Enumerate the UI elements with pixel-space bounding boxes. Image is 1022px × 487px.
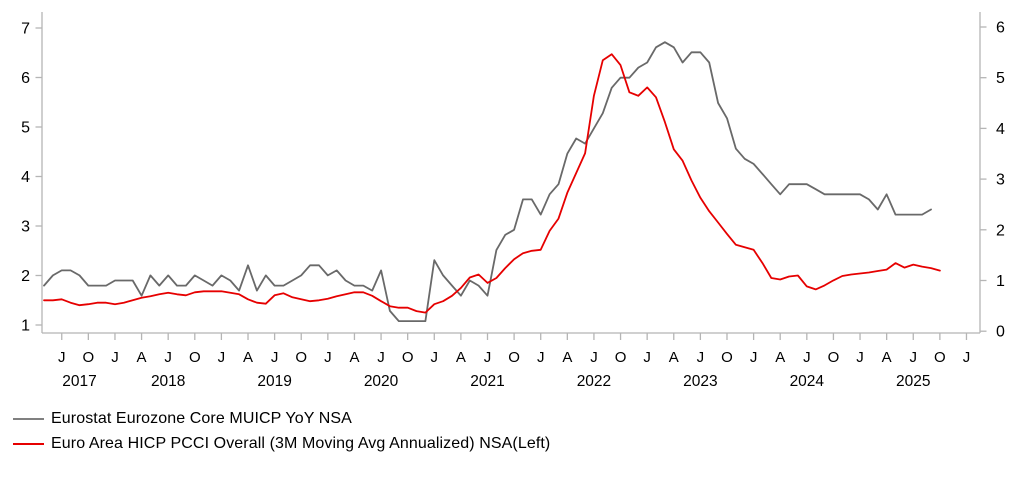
x-axis-year-label: 2018 bbox=[151, 373, 185, 390]
y-axis-left-tick-label: 2 bbox=[21, 268, 30, 285]
x-axis-month-label: J bbox=[643, 349, 651, 366]
x-axis-month-label: O bbox=[295, 349, 307, 366]
x-axis-month-label: J bbox=[377, 349, 385, 366]
x-axis-month-label: J bbox=[856, 349, 864, 366]
y-axis-right-tick-label: 5 bbox=[996, 70, 1005, 87]
legend-item-pcci: Euro Area HICP PCCI Overall (3M Moving A… bbox=[13, 431, 550, 456]
x-axis-year-label: 2025 bbox=[896, 373, 930, 390]
x-axis-month-label: O bbox=[508, 349, 520, 366]
x-axis-month-label: O bbox=[721, 349, 733, 366]
x-axis-year-label: 2021 bbox=[470, 373, 504, 390]
x-axis-month-label: A bbox=[456, 349, 466, 366]
x-axis-month-label: J bbox=[750, 349, 758, 366]
x-axis-month-label: J bbox=[431, 349, 439, 366]
x-axis-month-label: J bbox=[963, 349, 971, 366]
x-axis-month-label: J bbox=[218, 349, 226, 366]
x-axis-month-label: O bbox=[402, 349, 414, 366]
x-axis-month-label: J bbox=[271, 349, 279, 366]
x-axis-month-label: A bbox=[775, 349, 785, 366]
series-line-pcci-red bbox=[43, 53, 941, 314]
y-axis-left-tick-label: 7 bbox=[21, 21, 30, 38]
x-axis-month-label: J bbox=[537, 349, 545, 366]
x-axis-month-label: A bbox=[349, 349, 359, 366]
x-axis-month-label: A bbox=[669, 349, 679, 366]
y-axis-left-tick-label: 1 bbox=[21, 318, 30, 335]
y-axis-right-tick-label: 4 bbox=[996, 121, 1005, 138]
legend: Eurostat Eurozone Core MUICP YoY NSA Eur… bbox=[13, 406, 550, 456]
legend-label: Eurostat Eurozone Core MUICP YoY NSA bbox=[51, 409, 352, 427]
y-axis-right-tick-label: 2 bbox=[996, 222, 1005, 239]
x-axis-month-label: J bbox=[324, 349, 332, 366]
x-axis-month-label: O bbox=[828, 349, 840, 366]
y-axis-right-tick-label: 6 bbox=[996, 20, 1005, 37]
x-axis-month-label: J bbox=[697, 349, 705, 366]
legend-item-core-muicp: Eurostat Eurozone Core MUICP YoY NSA bbox=[13, 406, 550, 431]
legend-label: Euro Area HICP PCCI Overall (3M Moving A… bbox=[51, 434, 551, 452]
x-axis-month-label: J bbox=[910, 349, 918, 366]
y-axis-right-tick-label: 0 bbox=[996, 324, 1005, 341]
x-axis-year-label: 2023 bbox=[683, 373, 717, 390]
x-axis-month-label: O bbox=[83, 349, 95, 366]
x-axis-month-label: J bbox=[164, 349, 172, 366]
y-axis-left-tick-label: 6 bbox=[21, 70, 30, 87]
x-axis-month-label: J bbox=[484, 349, 492, 366]
x-axis-month-label: J bbox=[590, 349, 598, 366]
x-axis-month-label: O bbox=[934, 349, 946, 366]
x-axis-year-label: 2024 bbox=[790, 373, 825, 390]
x-axis-month-label: A bbox=[243, 349, 253, 366]
y-axis-left-tick-label: 3 bbox=[21, 219, 30, 236]
x-axis-month-label: J bbox=[58, 349, 66, 366]
x-axis-year-label: 2022 bbox=[577, 373, 611, 390]
legend-line-swatch-gray bbox=[13, 417, 44, 420]
y-axis-left-tick-label: 5 bbox=[21, 120, 30, 137]
y-axis-right-tick-label: 3 bbox=[996, 172, 1005, 189]
x-axis-month-label: A bbox=[562, 349, 572, 366]
x-axis-month-label: O bbox=[615, 349, 627, 366]
y-axis-right-tick-label: 1 bbox=[996, 273, 1005, 290]
x-axis-month-label: J bbox=[803, 349, 811, 366]
x-axis-year-label: 2020 bbox=[364, 373, 399, 390]
x-axis-year-label: 2019 bbox=[257, 373, 291, 390]
x-axis-month-label: O bbox=[189, 349, 201, 366]
x-axis-year-label: 2017 bbox=[62, 373, 96, 390]
x-axis-month-label: A bbox=[882, 349, 892, 366]
x-axis-month-label: J bbox=[111, 349, 119, 366]
y-axis-left-tick-label: 4 bbox=[21, 169, 30, 186]
series-line-core-muicp-gray bbox=[43, 41, 932, 323]
legend-line-swatch-red bbox=[13, 442, 44, 445]
x-axis-month-label: A bbox=[137, 349, 147, 366]
